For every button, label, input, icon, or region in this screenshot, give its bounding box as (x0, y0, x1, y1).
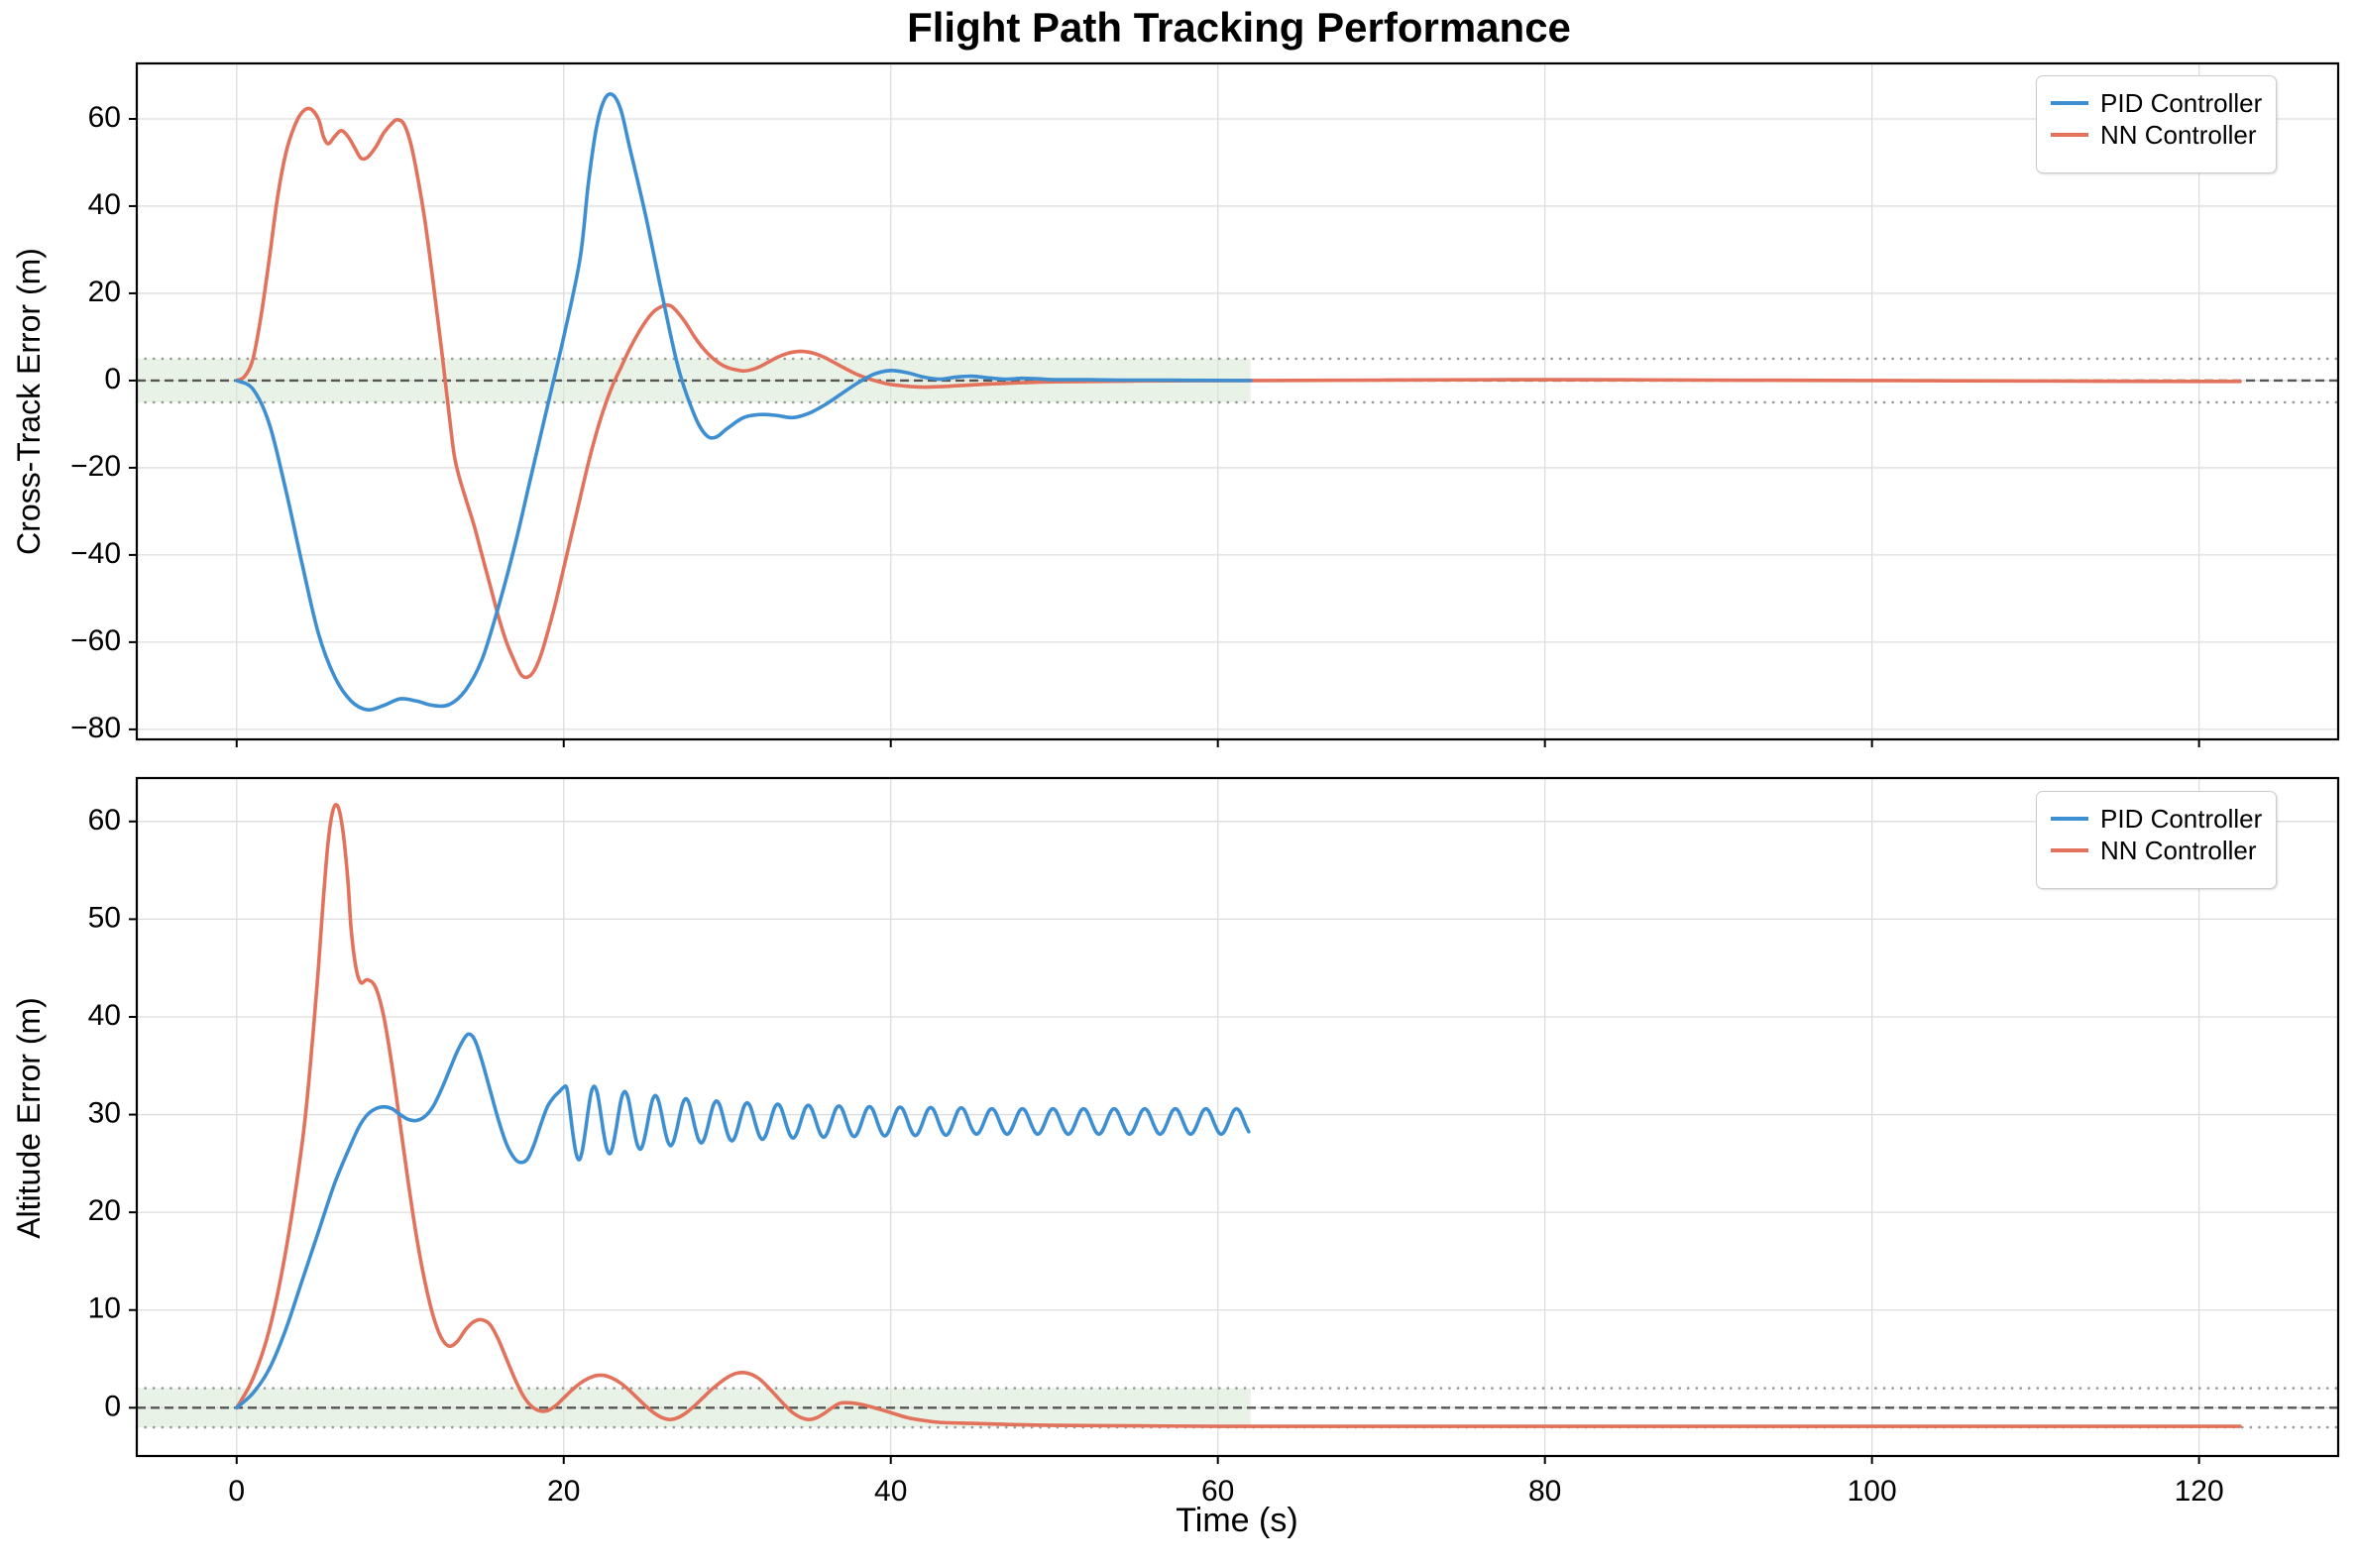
svg-text:100: 100 (1848, 1475, 1897, 1508)
svg-text:40: 40 (88, 188, 121, 221)
svg-text:Cross-Track Error (m): Cross-Track Error (m) (11, 248, 47, 555)
svg-text:−20: −20 (70, 450, 121, 483)
svg-text:20: 20 (88, 276, 121, 308)
svg-text:60: 60 (88, 804, 121, 837)
svg-text:0: 0 (104, 1390, 121, 1422)
svg-text:Altitude Error (m): Altitude Error (m) (11, 997, 47, 1239)
svg-text:80: 80 (1528, 1475, 1561, 1508)
svg-text:−40: −40 (70, 537, 121, 570)
svg-text:Time (s): Time (s) (1176, 1502, 1297, 1539)
svg-text:40: 40 (874, 1475, 907, 1508)
svg-text:10: 10 (88, 1292, 121, 1325)
svg-text:30: 30 (88, 1097, 121, 1130)
svg-text:−80: −80 (70, 712, 121, 744)
svg-text:60: 60 (88, 101, 121, 134)
svg-text:0: 0 (228, 1475, 245, 1508)
svg-text:40: 40 (88, 999, 121, 1032)
svg-text:20: 20 (547, 1475, 580, 1508)
svg-text:Flight Path Tracking Performan: Flight Path Tracking Performance (907, 4, 1571, 51)
svg-text:120: 120 (2175, 1475, 2224, 1508)
svg-text:−60: −60 (70, 624, 121, 657)
svg-text:0: 0 (104, 363, 121, 395)
svg-text:20: 20 (88, 1194, 121, 1227)
svg-text:50: 50 (88, 901, 121, 934)
